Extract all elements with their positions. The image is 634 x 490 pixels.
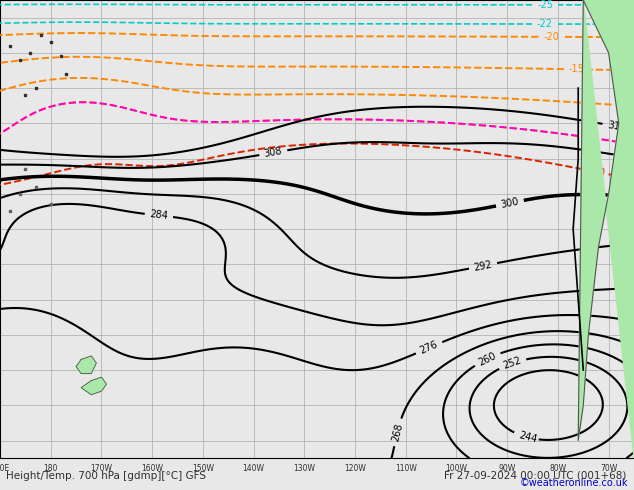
Polygon shape [81,377,107,395]
Text: 150W: 150W [192,464,214,473]
Polygon shape [76,356,96,373]
Polygon shape [578,0,634,458]
Text: 308: 308 [263,146,283,159]
Text: 268: 268 [390,422,404,442]
Text: 70W: 70W [600,464,618,473]
Text: 292: 292 [473,259,493,272]
Text: Height/Temp. 700 hPa [gdmp][°C] GFS: Height/Temp. 700 hPa [gdmp][°C] GFS [6,471,206,481]
Text: -25: -25 [537,0,553,10]
Text: 190E: 190E [0,464,10,473]
Text: 100W: 100W [446,464,467,473]
Text: 180: 180 [44,464,58,473]
Text: 244: 244 [517,430,538,444]
Text: 140W: 140W [243,464,264,473]
Text: 300: 300 [500,196,520,210]
Text: 276: 276 [418,340,439,356]
Text: 90W: 90W [498,464,516,473]
Text: 120W: 120W [344,464,366,473]
Text: -5: -5 [623,138,634,149]
Text: 130W: 130W [294,464,315,473]
Text: 284: 284 [149,210,169,221]
Text: -15: -15 [569,64,585,74]
Text: -22: -22 [537,19,553,29]
Text: -20: -20 [543,32,559,42]
Text: 260: 260 [477,350,498,368]
Text: 0: 0 [597,167,605,178]
Text: 160W: 160W [141,464,163,473]
Text: ©weatheronline.co.uk: ©weatheronline.co.uk [519,478,628,489]
Text: 80W: 80W [549,464,567,473]
Text: -5: -5 [623,138,634,149]
Text: -10: -10 [616,100,633,111]
Text: Fr 27-09-2024 00:00 UTC (001+68): Fr 27-09-2024 00:00 UTC (001+68) [444,471,626,481]
Text: 170W: 170W [91,464,112,473]
Text: 252: 252 [502,355,523,371]
Text: 316: 316 [607,120,626,133]
Text: 110W: 110W [395,464,417,473]
